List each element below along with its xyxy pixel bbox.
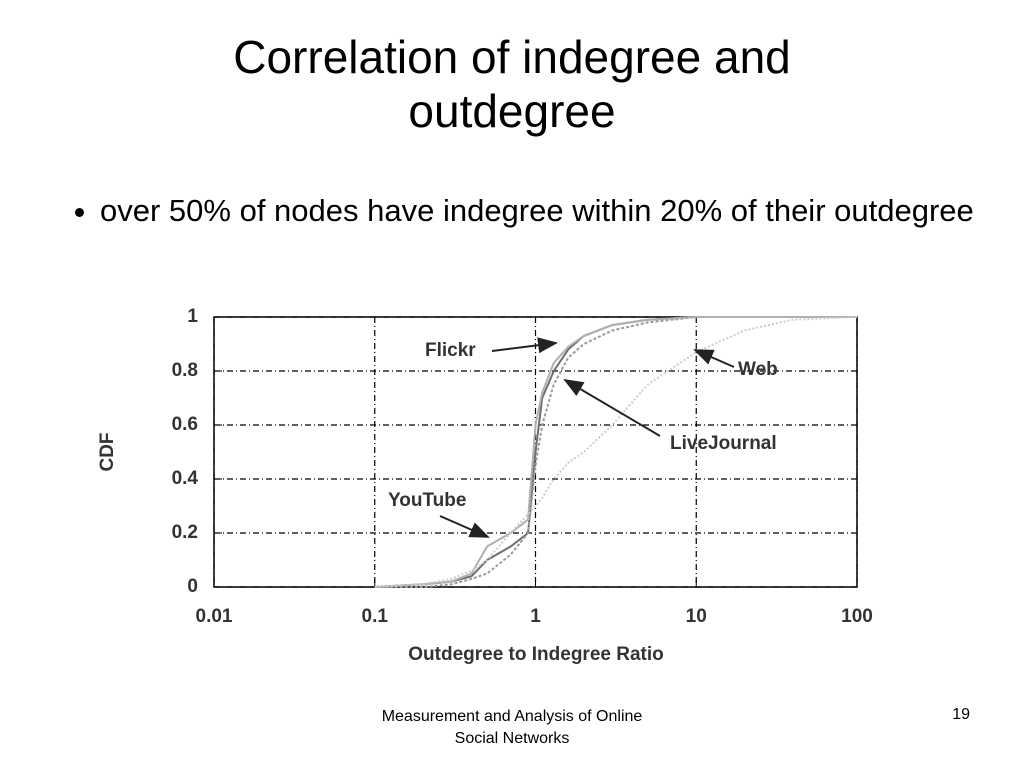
annotation-arrow: [693, 349, 735, 368]
x-tick-label: 0.01: [196, 606, 233, 627]
bullet-list: over 50% of nodes have indegree within 2…: [60, 188, 1000, 234]
x-axis-label: Outdegree to Indegree Ratio: [408, 644, 663, 665]
x-tick-label: 1: [530, 606, 541, 627]
plot-frame: [213, 316, 858, 588]
series-line: [374, 316, 857, 588]
x-tick-label: 0.1: [362, 606, 389, 627]
y-tick-label: 0.2: [172, 522, 198, 543]
series-annotation: LiveJournal: [670, 433, 777, 454]
annotation-arrow: [491, 337, 558, 354]
y-tick-label: 0.6: [172, 414, 198, 435]
y-tick-label: 1: [187, 306, 198, 327]
bullet: over 50% of nodes have indegree within 2…: [100, 188, 1000, 234]
chart: CDF Outdegree to Indegree Ratio 0 0.2 0.4 0…: [97, 306, 873, 665]
slide-title: Correlation of indegree and outdegree: [233, 31, 791, 137]
series-annotation: Web: [738, 359, 778, 380]
y-tick-label: 0: [187, 576, 198, 597]
annotation-arrow: [439, 515, 490, 538]
y-tick-label: 0.4: [172, 468, 199, 489]
x-tick-label: 100: [841, 606, 873, 627]
page-number: 19: [952, 706, 970, 723]
series-annotation: YouTube: [388, 490, 466, 511]
y-tick-label: 0.8: [172, 360, 198, 381]
series-annotation: Flickr: [425, 340, 476, 361]
annotation-arrow: [563, 378, 661, 437]
y-axis-label: CDF: [97, 432, 118, 471]
x-tick-label: 10: [686, 606, 707, 627]
series-line: [374, 316, 857, 588]
footer: Measurement and Analysis of Online Socia…: [381, 708, 643, 747]
